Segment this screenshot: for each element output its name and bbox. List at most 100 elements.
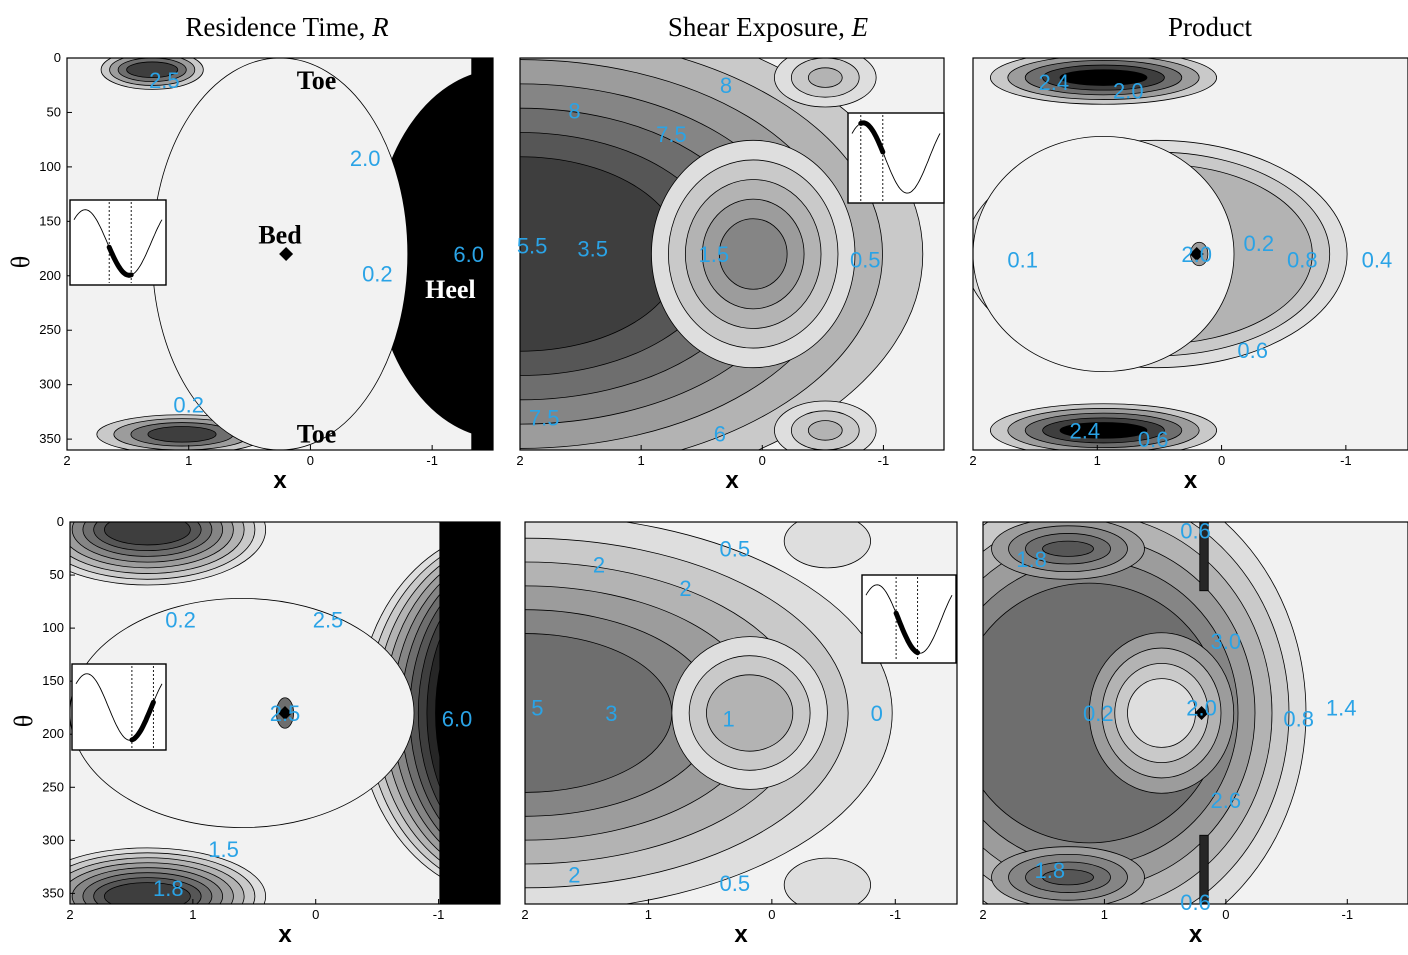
x-tick-label: 1 [1094, 453, 1101, 468]
toe-contour [126, 61, 179, 79]
x-tick-label: 1 [638, 453, 645, 468]
x-tick-label: 2 [66, 907, 73, 922]
y-tick-label: 50 [47, 104, 61, 119]
contour-label: 1.8 [1016, 547, 1047, 572]
y-tick-label: 200 [42, 726, 64, 741]
y-tick-label: 150 [39, 213, 61, 228]
x-axis-label: x [1184, 467, 1198, 494]
region-annotation: Toe [297, 420, 337, 449]
bed-marker [1194, 706, 1209, 720]
waveform-highlight [893, 610, 921, 656]
product-contour [1042, 869, 1094, 886]
x-tick-label: 2 [63, 453, 70, 468]
contour-label: 1.4 [1326, 696, 1357, 721]
contour-label: 1.5 [699, 242, 730, 267]
waveform-highlight [129, 699, 156, 743]
residence-contour [104, 522, 191, 546]
axes-frame [66, 57, 494, 451]
contour-label: 2 [679, 576, 691, 601]
column-title-product: Product [1168, 12, 1252, 42]
product-contour [1042, 540, 1094, 557]
bed-marker [278, 706, 292, 720]
y-tick-label: 350 [42, 885, 64, 900]
x-tick-label: 2 [979, 907, 986, 922]
y-axis-label: θ [9, 715, 38, 727]
y-tick-label: 100 [42, 620, 64, 635]
contour-label: 0.6 [1138, 427, 1169, 452]
x-tick-label: 0 [312, 907, 319, 922]
plot-area [983, 522, 1408, 904]
contour-label: 7.5 [656, 122, 687, 147]
axes-frame [524, 521, 958, 905]
contour-label: 0.4 [1362, 247, 1393, 272]
shear-contour [706, 674, 794, 752]
contour-label: 1 [723, 706, 735, 731]
shear-contour [783, 522, 871, 569]
waveform-inset [861, 574, 957, 664]
contour-label: 8 [720, 73, 732, 98]
contour-label: 0.2 [1244, 231, 1275, 256]
contour-label: 3.5 [577, 237, 608, 262]
panel-0: 2 1 0 -1 x 0 50 100 150 200 250 300 350 θ 2.5 2.0 0.2 6.0… [6, 50, 494, 494]
region-annotation: Bed [258, 220, 302, 249]
x-tick-label: 1 [185, 453, 192, 468]
x-tick-label: 2 [969, 453, 976, 468]
contour-label: 0.6 [1237, 338, 1268, 363]
plot-area [973, 58, 1408, 450]
waveform-inset [847, 112, 945, 204]
contour-label: 0.5 [720, 537, 751, 562]
contour-label: 6.0 [442, 706, 473, 731]
contour-label: 1.8 [153, 876, 184, 901]
x-tick-label: 1 [1101, 907, 1108, 922]
contour-label: 7.5 [529, 405, 560, 430]
contour-label: 0.6 [1180, 890, 1211, 915]
y-tick-label: 150 [42, 673, 64, 688]
contour-label: 0.6 [1180, 518, 1211, 543]
product-contour [1059, 69, 1148, 86]
x-tick-label: -1 [878, 453, 890, 468]
bed-region [70, 598, 415, 828]
x-axis-label: x [273, 467, 287, 494]
plot-area [70, 522, 500, 904]
y-tick-label: 300 [42, 832, 64, 847]
x-tick-label: -1 [426, 453, 438, 468]
contour-label: 1.5 [208, 837, 239, 862]
contour-label: 2.0 [1181, 242, 1212, 267]
y-tick-label: 50 [50, 567, 64, 582]
y-tick-label: 250 [39, 322, 61, 337]
contour-label: 2 [568, 862, 580, 887]
y-tick-label: 0 [54, 50, 61, 65]
y-tick-label: 300 [39, 377, 61, 392]
contour-label: 0.2 [165, 608, 196, 633]
product-contour [973, 136, 1235, 372]
shear-contour [718, 218, 788, 290]
y-tick-label: 350 [39, 431, 61, 446]
y-tick-label: 250 [42, 779, 64, 794]
plot-area [525, 522, 957, 904]
product-contour [1199, 522, 1209, 592]
contour-label: 0.5 [850, 247, 881, 272]
bed-marker [1189, 247, 1204, 261]
contour-label: 5.5 [517, 233, 548, 258]
toe-contour [147, 426, 217, 443]
contour-label: 3.0 [1211, 629, 1242, 654]
x-axis-label: x [278, 921, 292, 948]
contour-label: 5 [531, 696, 543, 721]
x-tick-label: 1 [645, 907, 652, 922]
x-tick-label: 0 [768, 907, 775, 922]
contour-label: 2.0 [350, 146, 381, 171]
contour-label: 0.2 [362, 262, 393, 287]
contour-label: 2.5 [149, 68, 180, 93]
contour-label: 2.5 [313, 608, 344, 633]
axes-frame [982, 521, 1408, 905]
region-annotation: Heel [425, 275, 476, 304]
axes-frame [972, 57, 1408, 451]
contour-label: 0 [871, 701, 883, 726]
x-tick-label: 0 [759, 453, 766, 468]
contour-label: 6 [714, 422, 726, 447]
contour-label: 0.2 [1083, 701, 1114, 726]
contour-label: 6.0 [453, 242, 484, 267]
waveform-inset [69, 199, 167, 286]
region-annotation: Toe [297, 66, 337, 95]
